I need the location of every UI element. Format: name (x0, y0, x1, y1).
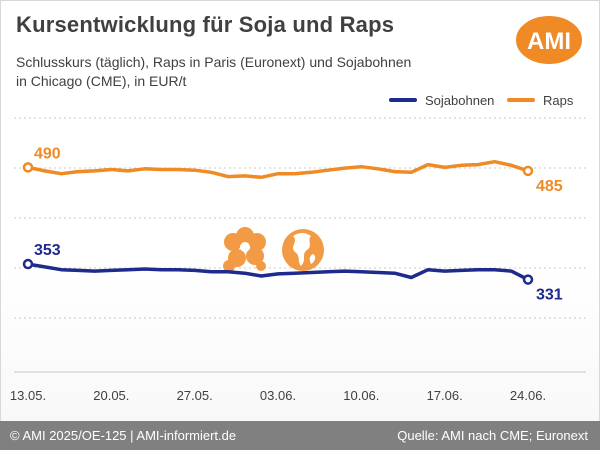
x-tick-label: 27.05. (177, 388, 213, 403)
endpoint-marker-raps (522, 165, 534, 177)
ami-logo-background (514, 14, 584, 66)
chart-title: Kursentwicklung für Soja und Raps (16, 12, 395, 37)
endpoint-marker-raps (22, 162, 34, 173)
ami-logo: AMI (514, 14, 584, 66)
series-lines (22, 159, 534, 285)
value-labels: 353 331 490 485 (34, 145, 563, 303)
legend-swatch-raps (507, 98, 535, 102)
chart-subtitle: Schlusskurs (täglich), Raps in Paris (Eu… (16, 53, 456, 91)
globe-icon (282, 229, 324, 271)
ami-logo-text: AMI (527, 28, 571, 55)
legend-label-raps: Raps (543, 92, 574, 108)
x-axis-ticks: 13.05. 20.05. 27.05. 03.06. 10.06. 17.06. 24.0… (10, 388, 546, 403)
x-tick-label: 03.06. (260, 388, 296, 403)
series-line-raps (26, 159, 530, 180)
line-chart: 353 331 490 485 13.05. 20.05. 27.05. 03.06. 10.… (10, 117, 586, 403)
watermark-icons (223, 227, 324, 272)
legend-item-sojabohnen: Sojabohnen (389, 90, 494, 110)
legend-swatch-sojabohnen (389, 98, 417, 102)
footer-copyright: © AMI 2025/OE-125 | AMI-informiert.de (10, 428, 237, 443)
value-label-first-sojabohnen: 353 (34, 242, 61, 259)
x-tick-label: 10.06. (343, 388, 379, 403)
value-label-last-sojabohnen: 331 (536, 287, 563, 304)
series-line-sojabohnen (26, 262, 530, 282)
footer-bar: © AMI 2025/OE-125 | AMI-informiert.de Qu… (0, 421, 600, 450)
value-label-first-raps: 490 (34, 145, 61, 162)
subtitle-line-1: Schlusskurs (täglich), Raps in Paris (Eu… (16, 54, 412, 70)
endpoint-marker-sojabohnen (522, 274, 534, 285)
x-tick-label: 20.05. (93, 388, 129, 403)
x-tick-label: 13.05. (10, 388, 46, 403)
rapeseed-flower-icon (223, 227, 266, 272)
value-label-last-raps: 485 (536, 178, 563, 195)
legend-item-raps: Raps (507, 90, 573, 110)
legend-label-sojabohnen: Sojabohnen (425, 92, 495, 108)
endpoint-marker-sojabohnen (22, 258, 34, 270)
x-tick-label: 17.06. (427, 388, 463, 403)
subtitle-line-2: in Chicago (CME), in EUR/t (16, 73, 187, 89)
x-tick-label: 24.06. (510, 388, 546, 403)
footer-source: Quelle: AMI nach CME; Euronext (397, 428, 588, 443)
